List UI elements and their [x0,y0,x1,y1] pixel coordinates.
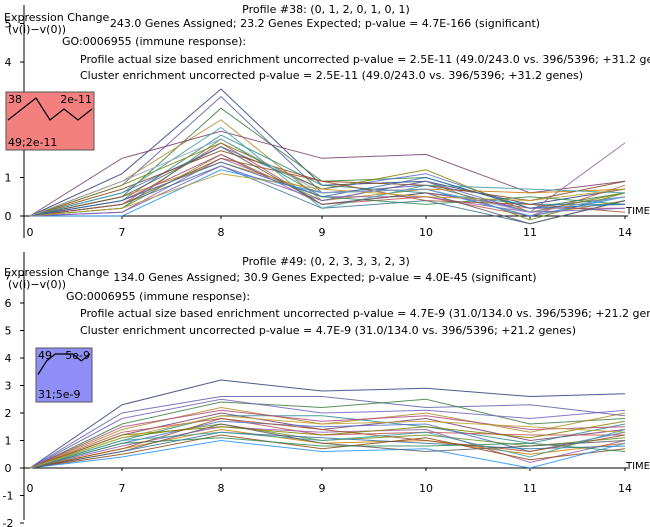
series-line-g2 [29,95,626,217]
chart2-profile-enrichment: Profile actual size based enrichment unc… [80,307,650,320]
y-tick-label: -2 [3,517,14,527]
y-tick-label: -1 [3,490,14,503]
series-line-h18 [29,417,626,469]
chart1-profile-enrichment: Profile actual size based enrichment unc… [80,53,650,66]
x-tick-label: 8 [218,482,225,495]
x-tick-label: 7 [119,226,126,239]
thumbnail-count: 49;2e-11 [8,136,57,149]
thumbnail-id: 49 [38,349,52,362]
chart2: -2 -1 0 1 2 3 4 5 6 7 0 7 8 9 10 11 14 TIME 49 5e-9 31;5e-9 [3,252,650,527]
x-tick-label: 10 [419,226,433,239]
series-line-g24 [29,138,626,217]
x-tick-label: 14 [618,482,632,495]
chart2-profile-thumbnail: 49 5e-9 31;5e-9 [35,347,93,403]
thumbnail-profile-line [37,353,91,375]
chart1-ylabel-sub: (v(i)−v(0)) [8,23,67,36]
x-tick-label: 0 [27,482,34,495]
x-tick-label: 8 [218,226,225,239]
x-tick-label: 9 [319,226,326,239]
x-tick-label: 11 [523,482,537,495]
thumbnail-profile-line [7,97,93,121]
x-tick-label: 14 [618,226,632,239]
series-line-h20 [29,398,626,469]
thumbnail-id: 38 [8,93,22,106]
y-tick-label: 1 [5,172,12,185]
series-line-h19 [29,429,626,469]
series-line-h1 [29,379,626,469]
chart2-genes-line: 134.0 Genes Assigned; 30.9 Genes Expecte… [113,271,537,284]
series-line-h10 [29,426,626,469]
chart1-go-term: GO:0006955 (immune response): [62,35,247,48]
series-line-g21 [29,146,626,225]
x-tick-label: 7 [119,482,126,495]
x-tick-label: 10 [419,482,433,495]
chart2-ylabel-sub: (v(i)−v(0)) [8,278,67,291]
chart1-title: Profile #38: (0, 1, 2, 0, 1, 0, 1) [242,3,410,16]
series-line-h3 [29,398,626,469]
thumbnail-pvalue: 5e-9 [65,349,90,362]
chart2-ylabel: Expression Change [4,266,110,279]
chart1-cluster-enrichment: Cluster enrichment uncorrected p-value =… [80,69,583,82]
series-line-g22 [29,173,626,217]
series-line-h22 [29,415,626,469]
y-tick-label: 6 [5,297,12,310]
y-tick-label: 7 [5,270,12,283]
y-tick-label: 2 [5,407,12,420]
y-tick-label: 5 [5,325,12,338]
y-tick-label: 3 [5,380,12,393]
x-tick-label: 9 [319,482,326,495]
chart1-genes-line: 243.0 Genes Assigned; 23.2 Genes Expecte… [109,17,541,30]
x-axis-label: TIME [625,206,650,217]
y-tick-label: 4 [5,352,12,365]
y-tick-label: 4 [5,56,12,69]
series-line-h21 [29,423,626,469]
y-tick-label: 0 [5,462,12,475]
series-line-h17 [29,420,626,469]
thumbnail-count: 31;5e-9 [38,388,80,401]
series-line-g4 [29,119,626,217]
series-line-g19 [29,126,626,217]
chart2-cluster-enrichment: Cluster enrichment uncorrected p-value =… [80,324,576,337]
chart2-go-term: GO:0006955 (immune response): [66,290,251,303]
series-line-h2 [29,396,626,469]
series-line-h15 [29,409,626,469]
y-tick-label: 5 [5,18,12,31]
x-axis-label: TIME [625,461,650,472]
y-tick-label: 1 [5,435,12,448]
thumbnail-bg [5,91,95,151]
x-tick-label: 0 [27,226,34,239]
series-line-h14 [29,437,626,469]
chart1-profile-thumbnail: 38 2e-11 49;2e-11 [5,91,95,151]
series-line-g18 [29,157,626,217]
chart2-title: Profile #49: (0, 2, 3, 3, 3, 2, 3) [242,255,410,268]
series-line-g23 [29,161,626,217]
chart1-ylabel: Expression Change [4,11,110,24]
series-line-h13 [29,434,626,469]
series-line-g9 [29,153,626,221]
series-line-h16 [29,439,626,469]
thumbnail-bg [35,347,93,403]
x-tick-label: 11 [523,226,537,239]
y-tick-label: 0 [5,210,12,223]
thumbnail-pvalue: 2e-11 [60,93,92,106]
